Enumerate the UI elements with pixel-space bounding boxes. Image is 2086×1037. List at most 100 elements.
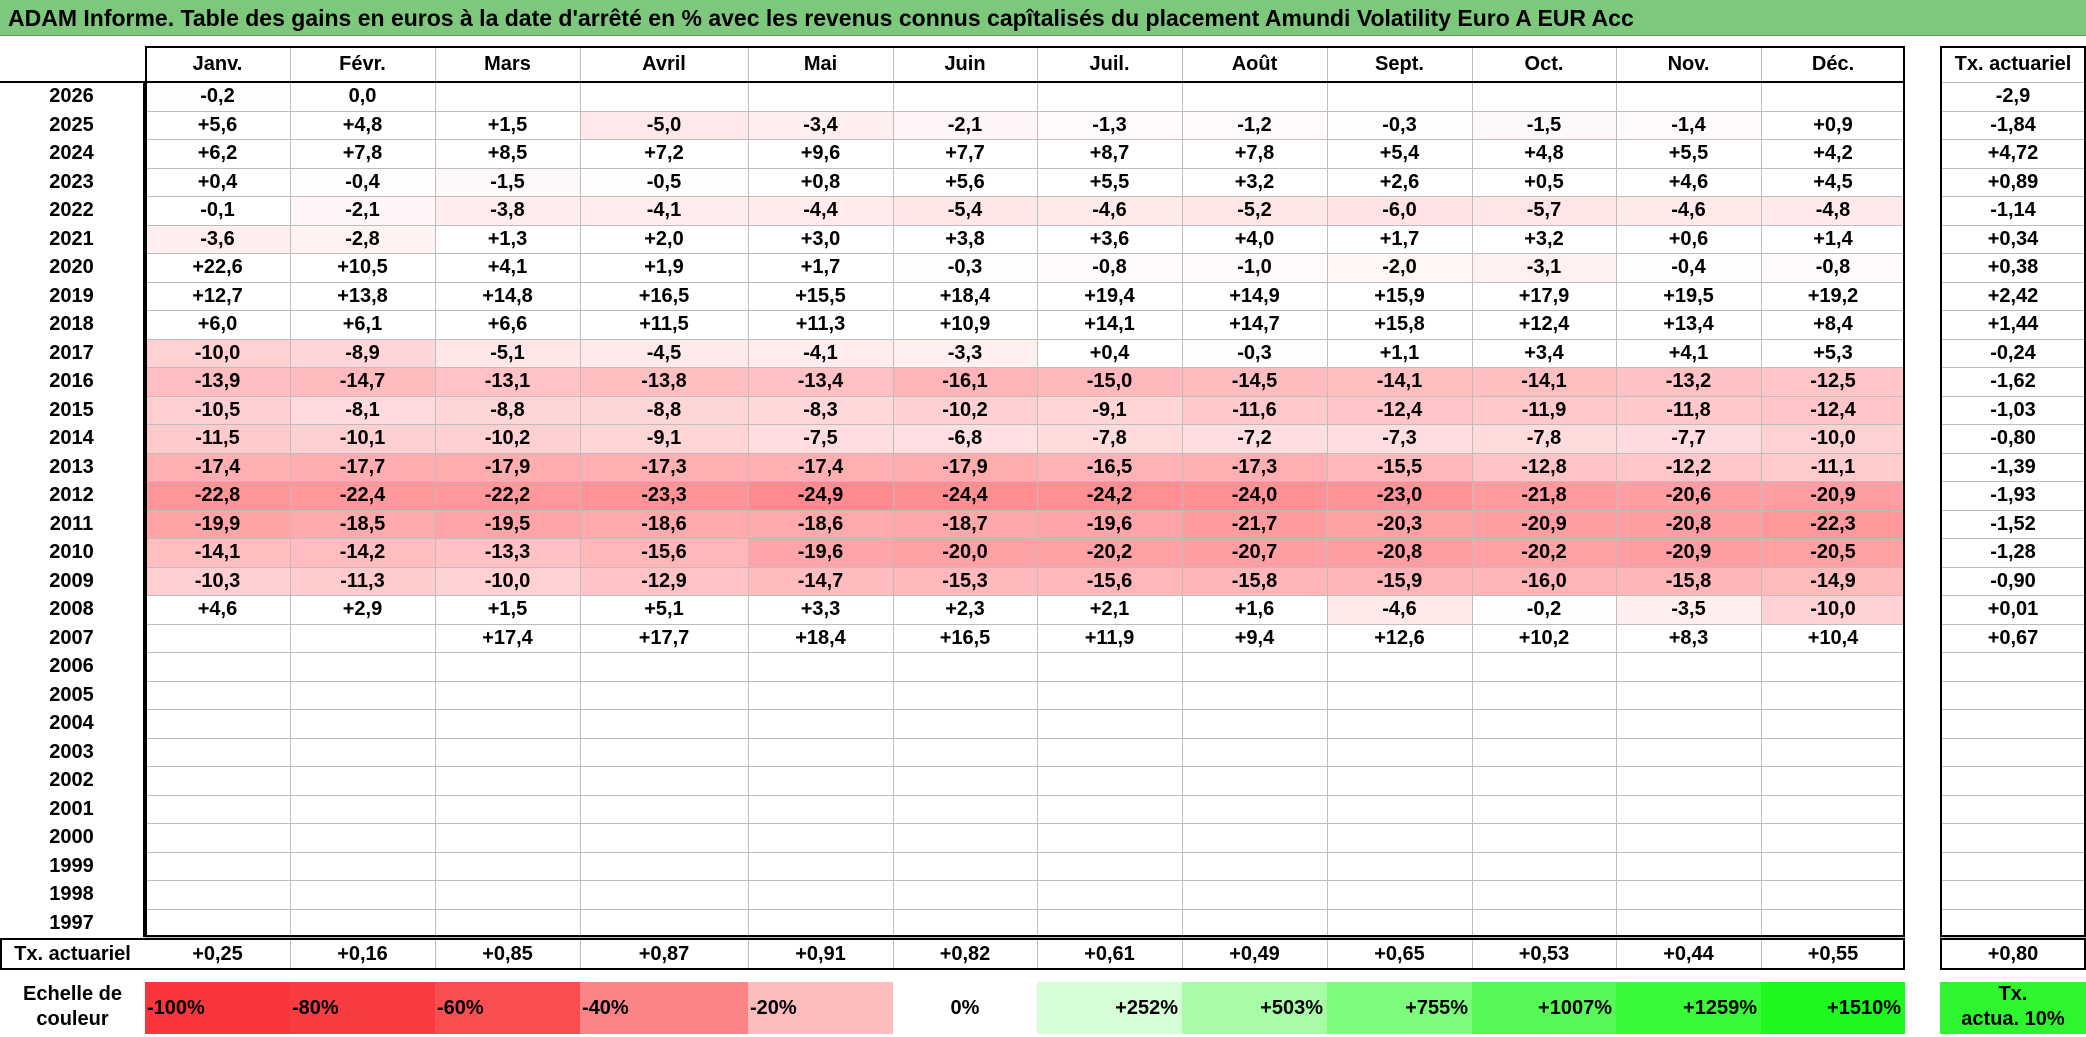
month-value: +1,5	[487, 113, 528, 136]
grid-line-h	[1940, 310, 2086, 311]
month-value: -22,8	[145, 481, 290, 510]
month-value: -0,1	[145, 196, 290, 225]
year-label: 1999	[0, 851, 145, 880]
grid-line-h	[1940, 566, 2086, 568]
footer-value: +0,87	[638, 943, 690, 965]
month-value: +3,3	[800, 598, 841, 620]
month-value: -14,7	[748, 566, 893, 595]
month-value: -8,1	[290, 395, 435, 424]
scale-swatch: -20%	[748, 982, 893, 1034]
year-label: 2009	[0, 566, 145, 595]
month-value: +11,9	[1084, 626, 1135, 649]
month-value: +7,2	[644, 142, 684, 164]
table-row: 2010 -14,1 -14,2 -13,3 -15,6 -19,6 -20,0 -20,2-…	[0, 538, 2086, 567]
month-value	[580, 823, 748, 852]
table-row: 2005	[0, 680, 2086, 710]
month-header: Nov.	[1667, 53, 1710, 75]
month-value	[435, 766, 580, 795]
grid-line-v	[1472, 46, 1473, 970]
month-value: +2,3	[945, 598, 985, 620]
month-value: +10,2	[1518, 626, 1570, 649]
month-value: +4,8	[342, 113, 383, 136]
month-value	[290, 823, 435, 852]
grid-line-h	[1940, 794, 2086, 796]
grid-line-h	[1940, 424, 2086, 425]
month-value: -5,7	[1472, 196, 1616, 225]
annual-rate-value	[1940, 738, 2086, 767]
month-value: -11,6	[1182, 395, 1327, 424]
month-value: -1,4	[1616, 110, 1761, 139]
month-value	[748, 709, 893, 738]
scale-label: Echelle de couleur	[0, 982, 145, 1034]
table-row: 2014 -11,5 -10,1 -10,2 -9,1 -7,5 -6,8 -7,8 -7,2-…	[0, 424, 2086, 453]
month-value: -2,1	[893, 110, 1037, 139]
grid-line-v	[290, 46, 291, 970]
month-value: -4,1	[748, 338, 893, 367]
scale-swatch: +1007%	[1472, 982, 1616, 1034]
month-value: -0,2	[145, 82, 290, 111]
month-value	[145, 852, 290, 881]
month-value: +1,1	[1379, 341, 1420, 364]
month-value: -10,0	[1761, 595, 1905, 624]
month-value: +3,8	[945, 227, 985, 250]
annual-rate-value: +0,01	[1987, 598, 2039, 620]
year-label: 2002	[0, 766, 145, 795]
header-row: Janv. Févr. Mars Avril Mai Juin Juil. Août Sept.…	[0, 46, 2086, 82]
month-value	[1761, 738, 1905, 767]
scale-swatch: +503%	[1182, 982, 1327, 1034]
month-value	[1616, 652, 1761, 681]
month-value: -18,5	[290, 509, 435, 538]
annual-rate-value	[1940, 709, 2086, 738]
month-value: -0,3	[893, 253, 1037, 282]
year-label: 2016	[0, 367, 145, 396]
month-value	[145, 766, 290, 795]
month-value	[1472, 681, 1616, 710]
month-value: -7,8	[1037, 424, 1182, 453]
month-value	[748, 652, 893, 681]
month-value: -24,9	[748, 481, 893, 510]
grid-line-h	[145, 224, 1905, 226]
month-value: -0,4	[1616, 253, 1761, 282]
grid-line-h	[1940, 595, 2086, 596]
grid-line-h	[1940, 139, 2086, 140]
month-value	[1327, 766, 1472, 795]
annual-rate-value: -0,24	[1990, 341, 2036, 364]
month-value: +16,5	[939, 626, 991, 649]
month-value: +10,9	[939, 313, 991, 335]
month-value: -10,2	[435, 424, 580, 453]
grid-line-h	[145, 595, 1905, 596]
month-value: +3,6	[1089, 227, 1130, 250]
annual-rate-value: -1,52	[1990, 512, 2036, 535]
month-value	[1472, 738, 1616, 767]
month-value: +4,1	[487, 256, 528, 278]
month-value: -12,4	[1761, 395, 1905, 424]
month-value: -11,5	[145, 424, 290, 453]
month-value	[1761, 681, 1905, 710]
month-value: +8,7	[1089, 142, 1130, 164]
month-value: +4,2	[1813, 142, 1853, 164]
scale-swatch: +755%	[1327, 982, 1472, 1034]
month-value	[1616, 681, 1761, 710]
grid-line-h	[1940, 82, 2086, 83]
grid-line-h	[1940, 452, 2086, 454]
grid-line-h	[1940, 538, 2086, 539]
month-value: +7,8	[342, 142, 383, 164]
month-value	[1616, 709, 1761, 738]
month-value: +4,6	[197, 598, 238, 620]
annual-rate-value: +1,44	[1987, 313, 2039, 335]
month-value: -12,5	[1761, 367, 1905, 396]
month-value: -22,4	[290, 481, 435, 510]
month-value	[748, 82, 893, 111]
month-value: -12,4	[1327, 395, 1472, 424]
month-value: +14,9	[1229, 284, 1280, 307]
footer-value: +0,55	[1807, 943, 1859, 965]
month-value: -4,8	[1761, 196, 1905, 225]
footer-value: +0,65	[1374, 943, 1425, 965]
month-value: -19,6	[1037, 509, 1182, 538]
grid-line-h	[145, 566, 1905, 568]
month-value: +5,6	[197, 113, 238, 136]
month-value: -20,8	[1327, 538, 1472, 567]
month-value	[1037, 738, 1182, 767]
year-label: 2003	[0, 737, 145, 766]
month-value	[1182, 880, 1327, 909]
